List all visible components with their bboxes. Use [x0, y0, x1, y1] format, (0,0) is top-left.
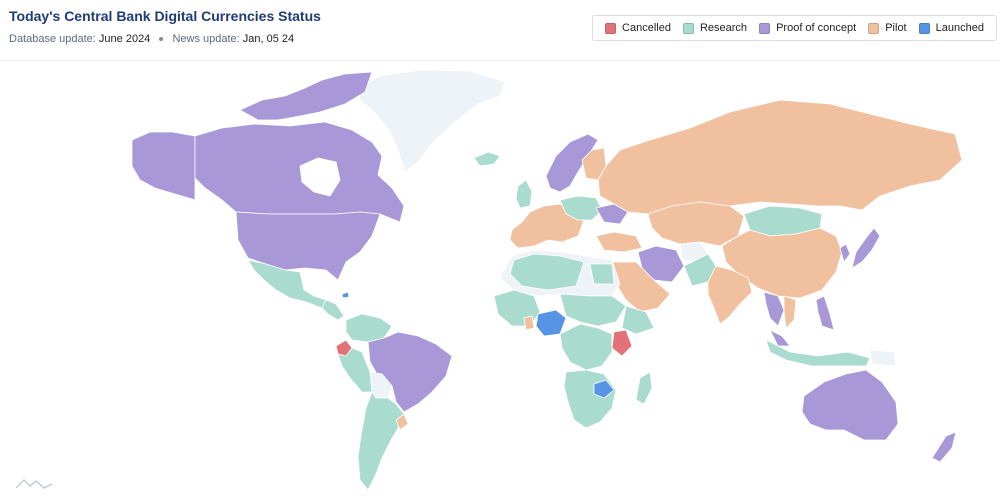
region-egypt[interactable] [589, 263, 615, 285]
legend-item-research[interactable]: Research [682, 22, 748, 34]
region-madagascar[interactable] [635, 371, 653, 405]
legend-item-pilot[interactable]: Pilot [868, 22, 907, 34]
region-india[interactable] [707, 265, 753, 325]
region-greenland[interactable] [357, 69, 506, 173]
legend-item-proof-of-concept[interactable]: Proof of concept [759, 22, 856, 34]
legend-swatch [759, 22, 771, 34]
region-central-america[interactable] [321, 299, 345, 321]
chart-title: Today's Central Bank Digital Currencies … [9, 8, 321, 24]
legend-swatch [918, 22, 930, 34]
region-canada-islands[interactable] [239, 71, 373, 121]
legend-swatch [605, 22, 617, 34]
region-argentina-chile[interactable] [357, 391, 405, 491]
brand-logo-icon [15, 479, 53, 489]
legend-label: Research [699, 22, 748, 34]
legend: Cancelled Research Proof of concept Pilo… [592, 15, 997, 41]
region-sahel[interactable] [559, 293, 627, 327]
world-map [131, 69, 963, 491]
legend-label: Launched [935, 22, 984, 34]
region-arabia[interactable] [611, 261, 671, 313]
region-uk[interactable] [515, 179, 533, 209]
region-alaska[interactable] [131, 131, 196, 201]
region-ukraine[interactable] [595, 203, 629, 225]
database-update-label: Database update: [9, 33, 96, 45]
region-vietnam[interactable] [783, 295, 797, 329]
region-central-africa[interactable] [559, 323, 613, 371]
region-thailand[interactable] [763, 291, 785, 327]
region-western-europe[interactable] [509, 203, 585, 249]
region-southern-africa[interactable] [563, 369, 617, 429]
region-ghana[interactable] [523, 315, 535, 331]
region-russia[interactable] [597, 99, 963, 215]
legend-item-launched[interactable]: Launched [918, 22, 984, 34]
chart-header: Today's Central Bank Digital Currencies … [0, 0, 1000, 61]
legend-swatch [868, 22, 880, 34]
region-philippines[interactable] [815, 295, 835, 331]
region-horn[interactable] [621, 305, 655, 335]
region-korea[interactable] [839, 243, 851, 263]
legend-swatch [682, 22, 694, 34]
region-uruguay[interactable] [395, 413, 409, 431]
news-update-label: News update: [172, 33, 240, 45]
region-turkey[interactable] [595, 231, 643, 253]
region-new-zealand[interactable] [931, 431, 957, 463]
region-canada[interactable] [194, 121, 405, 223]
update-info: Database update: June 2024 News update: … [9, 33, 294, 45]
region-central-asia[interactable] [647, 201, 745, 247]
legend-label: Pilot [885, 22, 907, 34]
region-usa[interactable] [235, 211, 381, 281]
hudson-bay [299, 157, 341, 197]
news-update-value: Jan, 05 24 [242, 33, 295, 45]
legend-label: Proof of concept [776, 22, 857, 34]
region-nigeria[interactable] [535, 309, 567, 337]
region-indonesia[interactable] [765, 339, 871, 367]
region-maghreb[interactable] [509, 253, 585, 291]
legend-item-cancelled[interactable]: Cancelled [605, 22, 671, 34]
region-australia[interactable] [801, 369, 899, 441]
region-malaysia[interactable] [769, 329, 791, 347]
region-papua[interactable] [869, 349, 897, 367]
region-japan[interactable] [851, 227, 881, 269]
legend-label: Cancelled [622, 22, 671, 34]
region-iceland[interactable] [473, 151, 501, 167]
region-central-europe[interactable] [559, 195, 603, 221]
region-zimbabwe[interactable] [593, 379, 615, 399]
region-bahamas[interactable] [341, 291, 350, 299]
database-update-value: June 2024 [98, 33, 151, 45]
region-kenya[interactable] [611, 329, 633, 357]
separator-dot [159, 37, 164, 42]
